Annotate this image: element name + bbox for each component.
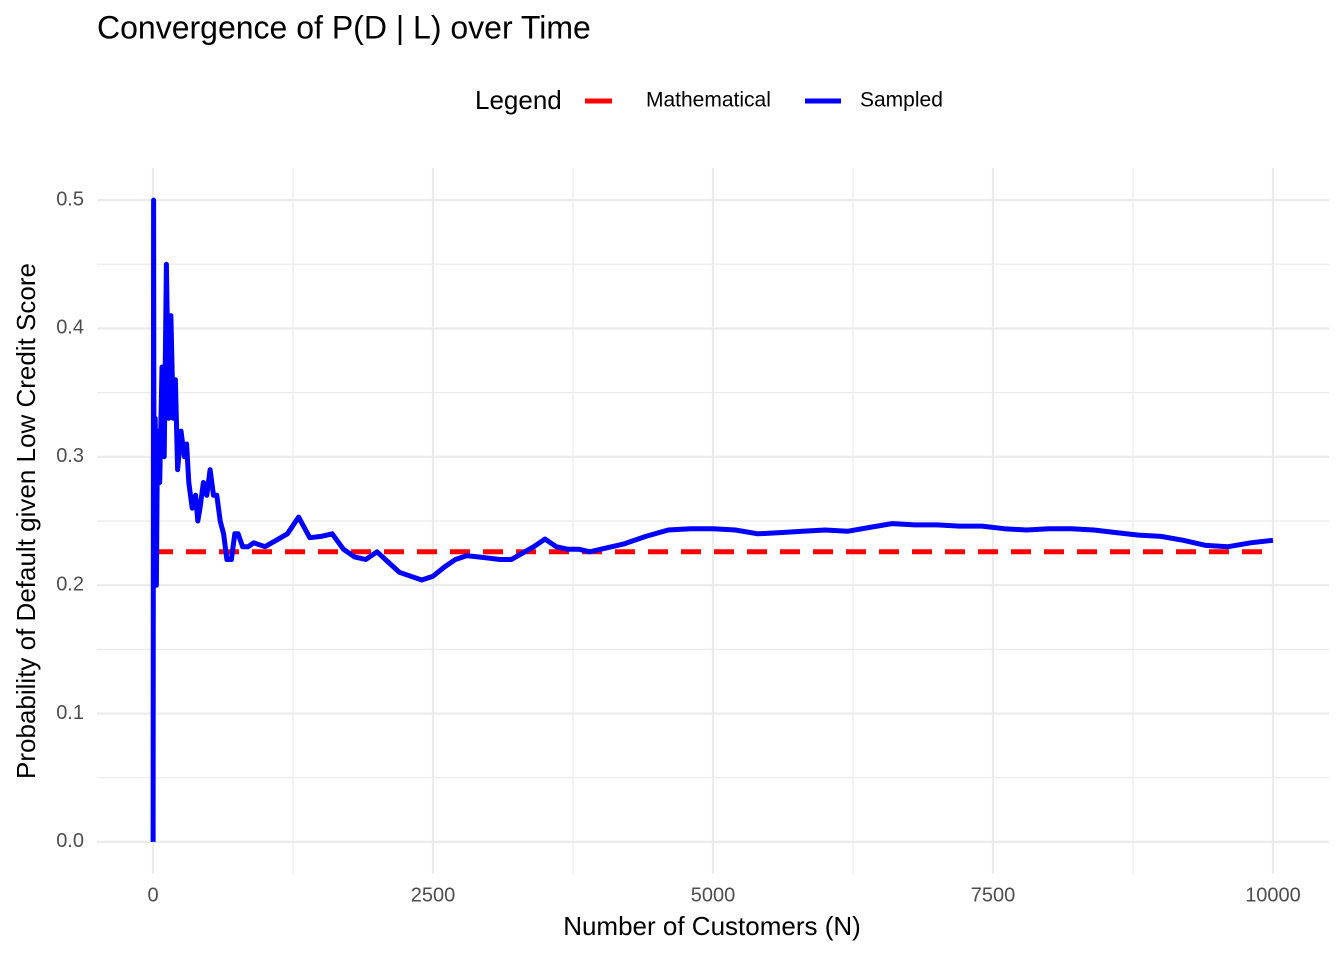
y-axis-title: Probability of Default given Low Credit … <box>11 263 41 779</box>
legend-title: Legend <box>475 85 562 115</box>
x-axis-title: Number of Customers (N) <box>563 911 861 941</box>
y-tick-label: 0.1 <box>56 702 84 724</box>
legend-label: Mathematical <box>646 89 771 112</box>
x-tick-label: 7500 <box>971 884 1016 906</box>
y-tick-label: 0.3 <box>56 445 84 467</box>
x-tick-label: 10000 <box>1245 884 1301 906</box>
x-tick-label: 5000 <box>691 884 736 906</box>
x-tick-label: 2500 <box>411 884 456 906</box>
y-tick-label: 0.2 <box>56 573 84 595</box>
chart-title: Convergence of P(D | L) over Time <box>97 9 591 45</box>
y-tick-label: 0.5 <box>56 188 84 210</box>
y-tick-label: 0.0 <box>56 830 84 852</box>
y-tick-label: 0.4 <box>56 317 84 339</box>
x-tick-label: 0 <box>147 884 158 906</box>
series-line <box>150 197 1274 842</box>
legend-label: Sampled <box>860 89 943 112</box>
